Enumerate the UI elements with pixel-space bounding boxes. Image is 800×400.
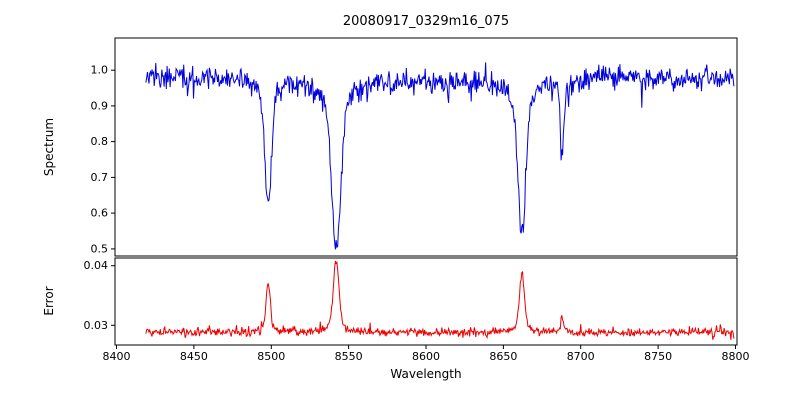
axes-box-spectrum xyxy=(114,37,738,257)
x-axis-label: Wavelength xyxy=(390,367,462,381)
y-axis-label-error: Error xyxy=(42,286,56,316)
x-tick-label: 8450 xyxy=(180,350,208,363)
x-tick-label: 8600 xyxy=(412,350,440,363)
error-line xyxy=(145,260,735,340)
x-tick-label: 8500 xyxy=(257,350,285,363)
y-tick-label: 0.9 xyxy=(91,99,109,112)
y-tick-label: 0.8 xyxy=(91,135,109,148)
x-tick-label: 8400 xyxy=(103,350,131,363)
x-tick-label: 8700 xyxy=(567,350,595,363)
x-tick-label: 8650 xyxy=(489,350,517,363)
y-tick-label: 0.04 xyxy=(84,259,109,272)
spectrum-line xyxy=(145,62,735,250)
y-tick-label: 0.7 xyxy=(91,171,109,184)
x-tick-label: 8550 xyxy=(335,350,363,363)
y-tick-label: 1.0 xyxy=(91,64,109,77)
x-tick-label: 8800 xyxy=(722,350,750,363)
chart-title: 20080917_0329m16_075 xyxy=(342,14,510,29)
x-tick-label: 8750 xyxy=(644,350,672,363)
y-tick-label: 0.03 xyxy=(84,319,109,332)
y-tick-label: 0.5 xyxy=(91,242,109,255)
y-tick-label: 0.6 xyxy=(91,207,109,220)
y-axis-label-spectrum: Spectrum xyxy=(42,117,56,177)
